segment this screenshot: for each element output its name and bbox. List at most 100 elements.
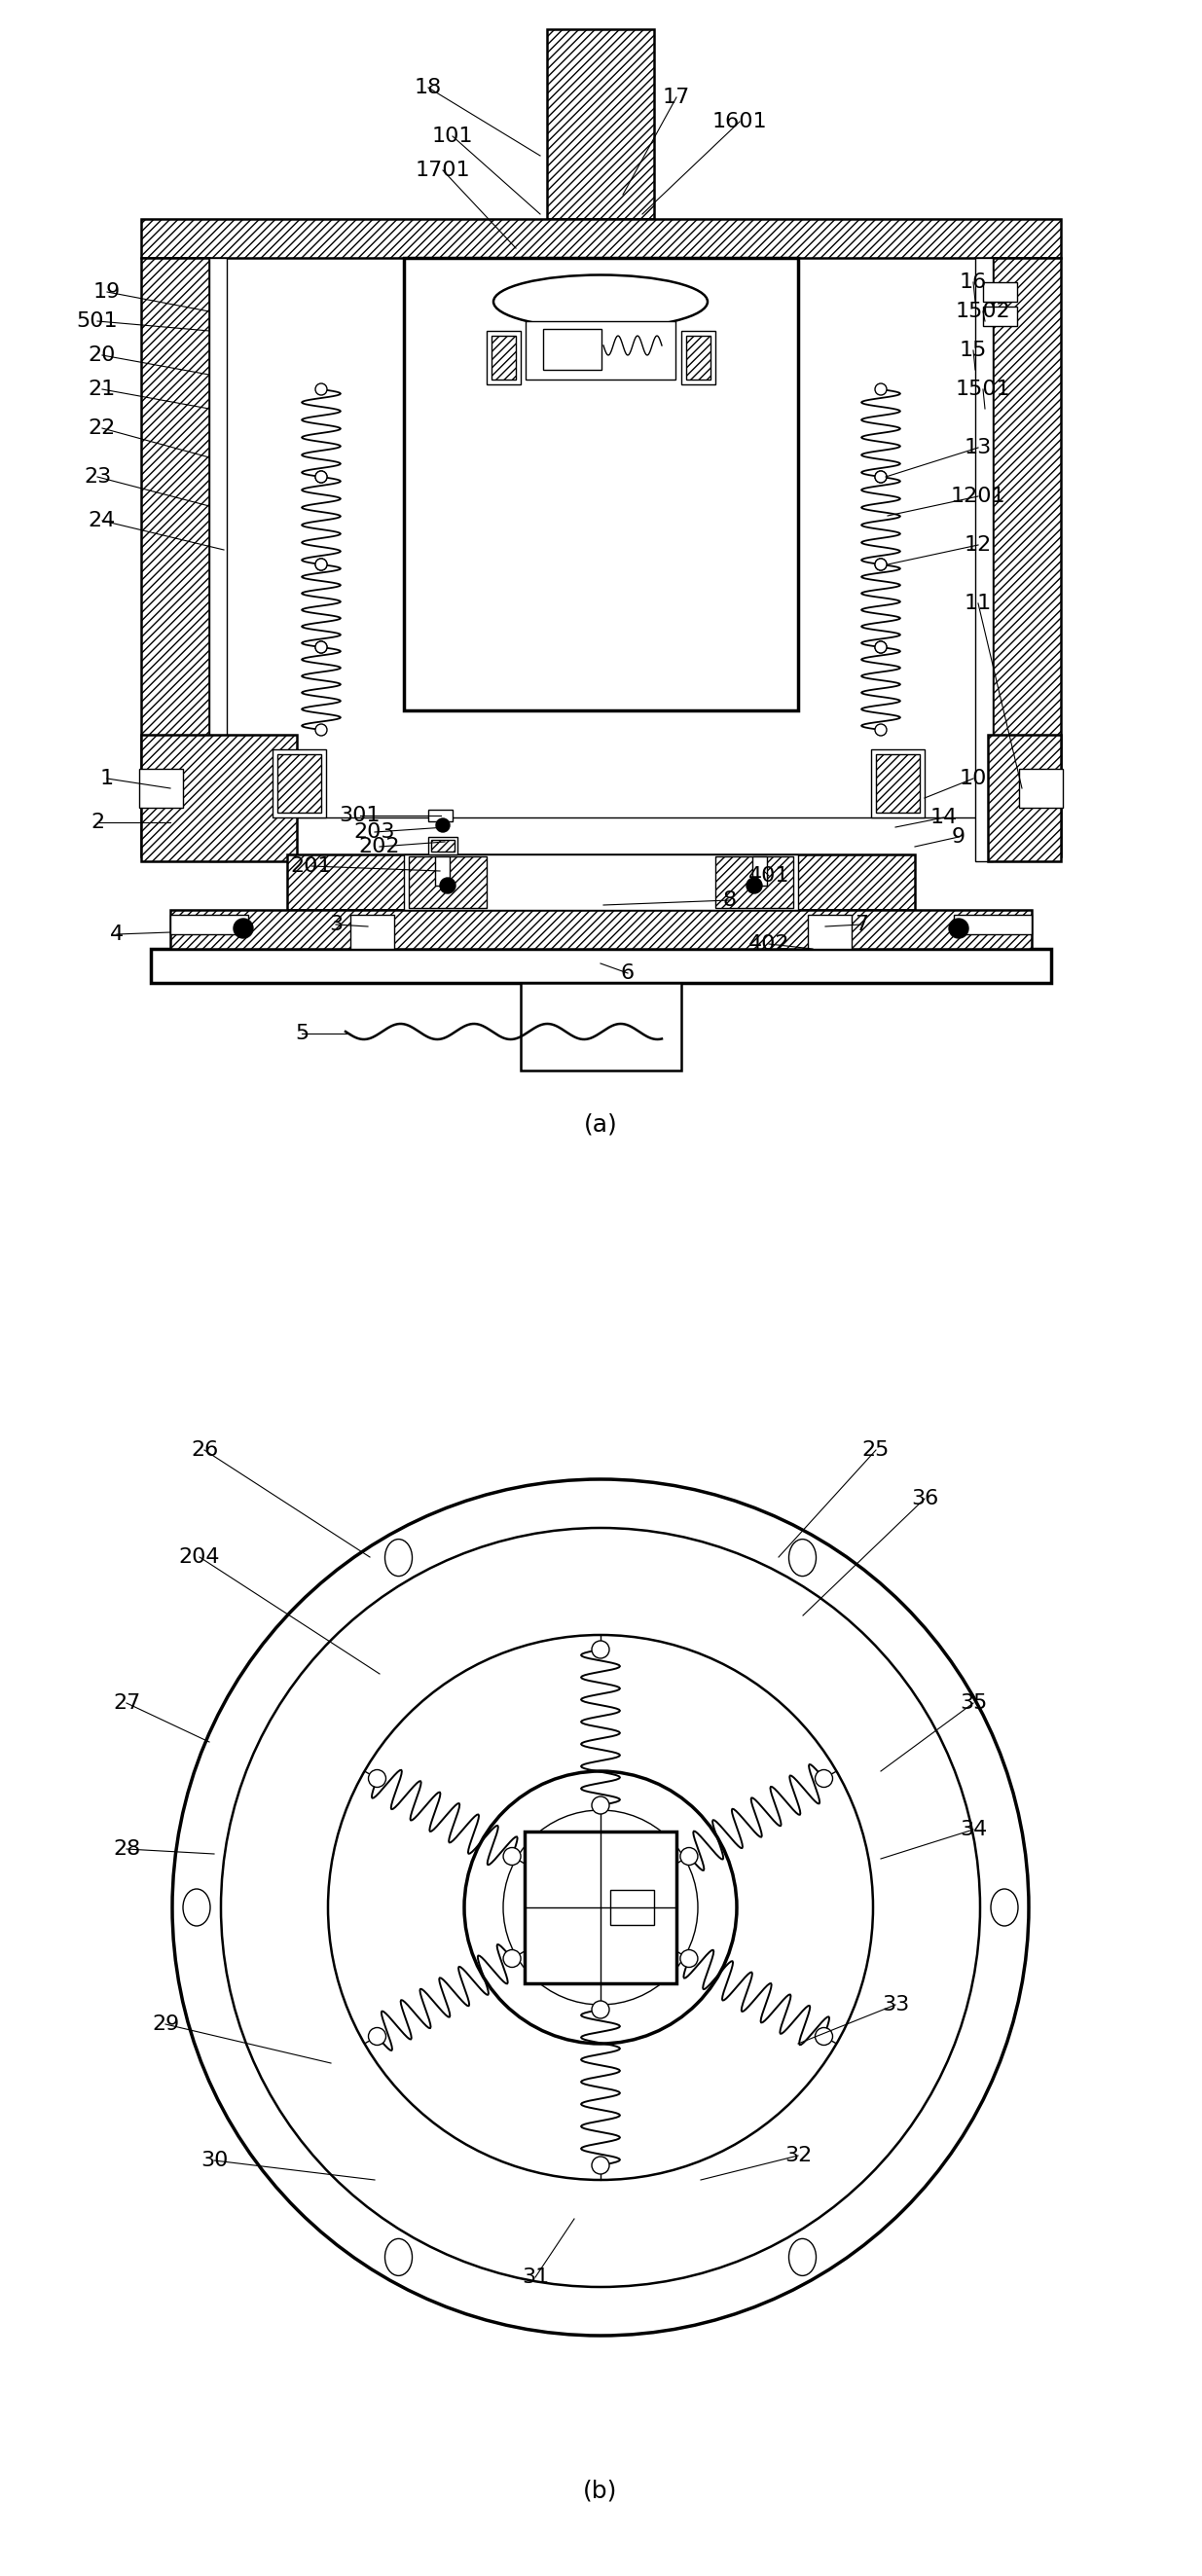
Bar [524, 1832, 677, 1984]
Text: 32: 32 [785, 2146, 811, 2166]
Text: 19: 19 [94, 283, 121, 301]
Circle shape [315, 384, 327, 394]
Ellipse shape [990, 1888, 1018, 1927]
Circle shape [368, 2027, 386, 2045]
Text: 203: 203 [355, 822, 395, 842]
Text: 18: 18 [415, 77, 442, 98]
Circle shape [315, 559, 327, 569]
Bar [954, 914, 1031, 935]
Text: 402: 402 [748, 935, 790, 953]
Circle shape [875, 641, 887, 652]
Bar [139, 768, 183, 809]
Bar [151, 948, 1051, 984]
Text: 22: 22 [89, 417, 115, 438]
Text: 12: 12 [964, 536, 992, 554]
Text: 28: 28 [113, 1839, 141, 1860]
Text: 16: 16 [959, 273, 987, 291]
Bar [983, 283, 1017, 301]
Circle shape [172, 1479, 1029, 2336]
Bar [209, 258, 227, 860]
Text: 1601: 1601 [712, 111, 767, 131]
Text: 1: 1 [100, 768, 114, 788]
Circle shape [746, 878, 762, 894]
Text: 204: 204 [179, 1548, 220, 1566]
Text: 202: 202 [359, 837, 400, 855]
Bar [273, 750, 326, 817]
Ellipse shape [385, 2239, 412, 2275]
Bar [428, 809, 453, 822]
Bar [435, 855, 450, 886]
Circle shape [875, 641, 887, 652]
Text: (a): (a) [584, 1113, 618, 1136]
Circle shape [815, 1770, 833, 1788]
Text: 11: 11 [964, 592, 992, 613]
Bar [993, 258, 1061, 855]
Text: 1501: 1501 [956, 379, 1011, 399]
Circle shape [315, 641, 327, 652]
Bar [141, 219, 1061, 258]
Bar [975, 258, 993, 860]
Bar [871, 750, 924, 817]
Circle shape [436, 819, 450, 832]
Text: 14: 14 [930, 809, 958, 827]
Circle shape [315, 641, 327, 652]
Bar [686, 335, 710, 379]
Text: 201: 201 [291, 855, 332, 876]
Text: 8: 8 [724, 891, 737, 909]
Text: 4: 4 [109, 925, 124, 943]
Circle shape [504, 1811, 698, 2004]
Circle shape [680, 1950, 698, 1968]
Text: 30: 30 [201, 2151, 228, 2169]
Circle shape [315, 724, 327, 737]
Circle shape [875, 559, 887, 569]
Text: 23: 23 [84, 466, 111, 487]
Bar [682, 330, 715, 384]
Ellipse shape [183, 1888, 210, 1927]
Text: 3: 3 [329, 914, 343, 935]
Bar [432, 840, 454, 853]
Bar [1019, 768, 1063, 809]
Text: 35: 35 [959, 1692, 987, 1713]
Bar [404, 258, 798, 711]
Circle shape [875, 724, 887, 737]
Text: 25: 25 [862, 1440, 889, 1461]
Bar [171, 909, 1031, 948]
Circle shape [315, 559, 327, 569]
Text: 101: 101 [432, 126, 474, 147]
Circle shape [440, 878, 456, 894]
Circle shape [504, 1950, 520, 1968]
Text: (b): (b) [583, 2481, 618, 2504]
Text: 34: 34 [959, 1819, 987, 1839]
Bar [752, 855, 767, 886]
Circle shape [875, 471, 887, 482]
Text: 24: 24 [89, 510, 115, 531]
Circle shape [464, 1772, 737, 2043]
Circle shape [875, 384, 887, 394]
Text: 15: 15 [959, 340, 987, 361]
Text: 26: 26 [191, 1440, 218, 1461]
Circle shape [221, 1528, 980, 2287]
Bar [404, 855, 798, 909]
Text: 1201: 1201 [951, 487, 1006, 505]
Text: 31: 31 [522, 2267, 549, 2287]
Circle shape [815, 2027, 833, 2045]
Bar [409, 855, 487, 907]
Text: 10: 10 [959, 768, 987, 788]
Text: 1502: 1502 [956, 301, 1011, 322]
Bar [141, 258, 209, 855]
Text: 20: 20 [89, 345, 117, 366]
Circle shape [315, 471, 327, 482]
Text: 9: 9 [952, 827, 965, 848]
Text: 29: 29 [151, 2014, 179, 2035]
Circle shape [591, 2002, 609, 2020]
Text: 501: 501 [77, 312, 118, 330]
Text: 301: 301 [339, 806, 381, 824]
Ellipse shape [789, 1540, 816, 1577]
Bar [543, 330, 601, 371]
Bar [287, 855, 915, 909]
Text: 5: 5 [294, 1023, 309, 1043]
Ellipse shape [385, 1540, 412, 1577]
Bar [525, 322, 676, 379]
Circle shape [504, 1847, 520, 1865]
Text: 27: 27 [113, 1692, 141, 1713]
